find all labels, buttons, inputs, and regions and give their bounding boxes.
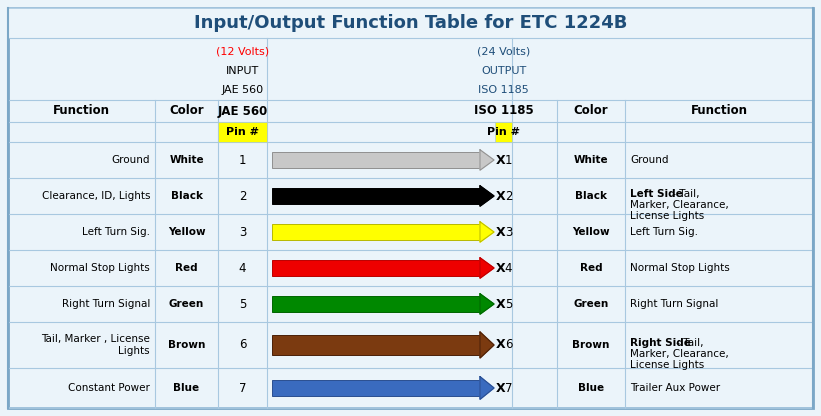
Bar: [272, 380, 480, 396]
Text: ISO 1185: ISO 1185: [478, 85, 529, 95]
Bar: [272, 335, 480, 355]
Text: 7: 7: [239, 381, 246, 394]
Text: 1: 1: [239, 154, 246, 166]
Text: - Tail,: - Tail,: [673, 338, 704, 348]
Text: Ground: Ground: [630, 155, 668, 165]
Text: Input/Output Function Table for ETC 1224B: Input/Output Function Table for ETC 1224…: [194, 14, 627, 32]
Text: Red: Red: [580, 263, 603, 273]
Text: License Lights: License Lights: [630, 360, 704, 370]
Text: Right Side: Right Side: [630, 338, 691, 348]
Text: Left Turn Sig.: Left Turn Sig.: [630, 227, 698, 237]
Text: Red: Red: [175, 263, 198, 273]
Text: Green: Green: [169, 299, 204, 309]
Polygon shape: [480, 258, 494, 278]
Text: Green: Green: [573, 299, 608, 309]
Text: OUTPUT: OUTPUT: [481, 66, 526, 76]
Text: JAE 560: JAE 560: [222, 85, 264, 95]
Text: Clearance, ID, Lights: Clearance, ID, Lights: [42, 191, 150, 201]
Bar: [272, 188, 480, 203]
Text: White: White: [169, 155, 204, 165]
Text: - Tail,: - Tail,: [668, 189, 699, 199]
Text: Right Turn Signal: Right Turn Signal: [62, 299, 150, 309]
Text: (12 Volts): (12 Volts): [216, 47, 269, 57]
Text: ISO 1185: ISO 1185: [474, 104, 534, 117]
Text: X: X: [496, 339, 506, 352]
Text: 2: 2: [239, 190, 246, 203]
Text: Normal Stop Lights: Normal Stop Lights: [630, 263, 730, 273]
Text: 4: 4: [505, 262, 512, 275]
Text: Function: Function: [53, 104, 110, 117]
Text: Brown: Brown: [572, 340, 610, 350]
Polygon shape: [480, 222, 494, 242]
Text: 5: 5: [239, 297, 246, 310]
Polygon shape: [480, 186, 494, 206]
Text: Right Turn Signal: Right Turn Signal: [630, 299, 718, 309]
Text: X: X: [496, 190, 506, 203]
Text: X: X: [496, 262, 506, 275]
Text: Function: Function: [690, 104, 747, 117]
Text: Color: Color: [574, 104, 608, 117]
Bar: [272, 152, 480, 168]
Text: Normal Stop Lights: Normal Stop Lights: [50, 263, 150, 273]
Text: Marker, Clearance,: Marker, Clearance,: [630, 349, 729, 359]
Text: 1: 1: [505, 154, 512, 166]
Text: Trailer Aux Power: Trailer Aux Power: [630, 383, 720, 393]
Text: 6: 6: [505, 339, 512, 352]
Text: Yellow: Yellow: [572, 227, 610, 237]
Text: X: X: [496, 381, 506, 394]
Polygon shape: [480, 376, 494, 399]
Polygon shape: [480, 332, 494, 358]
Bar: [8, 8, 813, 38]
Text: Ground: Ground: [112, 155, 150, 165]
Text: 7: 7: [505, 381, 512, 394]
Text: License Lights: License Lights: [630, 211, 704, 221]
Bar: [218, 122, 267, 142]
Text: Tail, Marker , License
Lights: Tail, Marker , License Lights: [41, 334, 150, 356]
Polygon shape: [480, 150, 494, 170]
Text: Left Side: Left Side: [630, 189, 683, 199]
Text: X: X: [496, 297, 506, 310]
Text: Pin #: Pin #: [487, 127, 520, 137]
Polygon shape: [480, 294, 494, 314]
Text: Left Turn Sig.: Left Turn Sig.: [82, 227, 150, 237]
Text: JAE 560: JAE 560: [218, 104, 268, 117]
Text: INPUT: INPUT: [226, 66, 259, 76]
Text: Constant Power: Constant Power: [68, 383, 150, 393]
Text: Brown: Brown: [167, 340, 205, 350]
Text: (24 Volts): (24 Volts): [477, 47, 530, 57]
Text: Yellow: Yellow: [167, 227, 205, 237]
Text: 3: 3: [239, 225, 246, 238]
Text: 5: 5: [505, 297, 512, 310]
Text: 2: 2: [505, 190, 512, 203]
Text: Black: Black: [575, 191, 607, 201]
Bar: [272, 297, 480, 312]
Text: 6: 6: [239, 339, 246, 352]
Text: X: X: [496, 154, 506, 166]
Text: White: White: [574, 155, 608, 165]
Text: Blue: Blue: [173, 383, 200, 393]
Bar: [272, 225, 480, 240]
Text: X: X: [496, 225, 506, 238]
Text: Black: Black: [171, 191, 203, 201]
Bar: [495, 122, 512, 142]
Text: Color: Color: [169, 104, 204, 117]
Text: Pin #: Pin #: [226, 127, 259, 137]
Bar: [272, 260, 480, 275]
Text: Blue: Blue: [578, 383, 604, 393]
Text: 3: 3: [505, 225, 512, 238]
Text: 4: 4: [239, 262, 246, 275]
Text: Marker, Clearance,: Marker, Clearance,: [630, 200, 729, 210]
